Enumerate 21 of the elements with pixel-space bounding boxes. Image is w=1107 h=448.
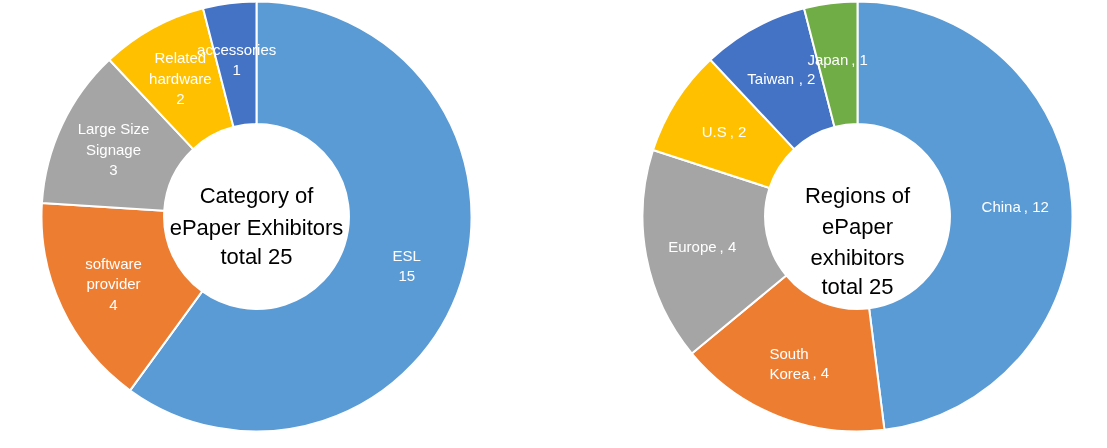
data-label: , 4 <box>812 363 830 381</box>
slice-label: China <box>981 198 1022 216</box>
slice-label: South Korea <box>769 344 811 383</box>
data-label: , 12 <box>1023 198 1049 216</box>
data-label: 4 <box>109 295 118 313</box>
data-label: 15 <box>398 267 416 285</box>
slice-label: software provider <box>85 254 142 293</box>
slice-label: Europe <box>668 237 717 255</box>
data-label: , 2 <box>798 69 816 87</box>
data-label: , 2 <box>729 123 747 141</box>
data-label: 1 <box>232 61 241 79</box>
text: total 25 <box>821 274 894 299</box>
slice-label: U.S <box>701 123 727 141</box>
data-label: , 4 <box>719 237 737 255</box>
data-label: 3 <box>109 161 118 179</box>
data-label: 2 <box>176 89 185 107</box>
slice-label: Large Size Signage <box>77 120 150 158</box>
slice-label: ESL <box>392 246 421 264</box>
data-label: , 1 <box>851 51 868 69</box>
slice-label: Taiwan <box>747 69 795 87</box>
text: total 25 <box>220 244 293 269</box>
